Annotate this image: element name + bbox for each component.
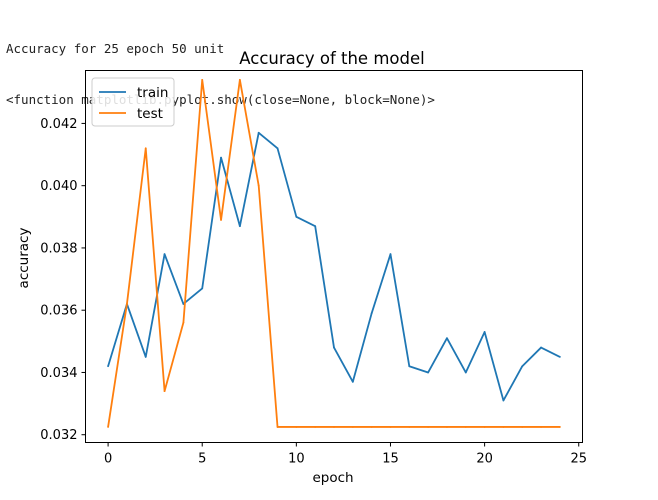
data-point-train bbox=[295, 216, 297, 218]
data-point-test bbox=[333, 426, 335, 428]
x-axis: 0 5 10 15 20 25 bbox=[104, 443, 587, 467]
data-point-test bbox=[427, 426, 429, 428]
data-point-test bbox=[107, 426, 109, 428]
data-point-train bbox=[371, 312, 373, 314]
data-point-test bbox=[521, 426, 523, 428]
data-point-test bbox=[371, 426, 373, 428]
data-point-train bbox=[314, 225, 316, 227]
y-axis-label: accuracy bbox=[16, 228, 32, 289]
x-tick-label: 25 bbox=[570, 452, 587, 467]
data-point-train bbox=[427, 372, 429, 374]
legend-label-test: test bbox=[137, 106, 163, 122]
x-tick-label: 20 bbox=[476, 452, 493, 467]
data-point-train bbox=[258, 132, 260, 134]
data-point-train bbox=[540, 347, 542, 349]
data-point-test bbox=[258, 185, 260, 187]
data-point-test bbox=[277, 426, 279, 428]
data-point-train bbox=[164, 253, 166, 255]
data-point-train bbox=[446, 337, 448, 339]
data-point-test bbox=[295, 426, 297, 428]
data-point-test bbox=[182, 322, 184, 324]
legend-label-train: train bbox=[137, 85, 168, 101]
data-point-test bbox=[540, 426, 542, 428]
data-point-test bbox=[390, 426, 392, 428]
data-point-train bbox=[333, 347, 335, 349]
x-tick-label: 5 bbox=[198, 452, 206, 467]
data-point-train bbox=[465, 372, 467, 374]
data-point-train bbox=[145, 356, 147, 358]
data-point-test bbox=[164, 390, 166, 392]
data-point-test bbox=[126, 303, 128, 305]
x-tick-label: 0 bbox=[104, 452, 112, 467]
data-point-test bbox=[484, 426, 486, 428]
data-point-test bbox=[446, 426, 448, 428]
data-point-test bbox=[352, 426, 354, 428]
data-point-test bbox=[145, 147, 147, 149]
data-point-test bbox=[201, 79, 203, 81]
data-point-train bbox=[559, 356, 561, 358]
data-point-train bbox=[408, 365, 410, 367]
chart-title: Accuracy of the model bbox=[239, 49, 424, 68]
series-line-train bbox=[108, 133, 560, 401]
data-point-train bbox=[107, 365, 109, 367]
data-point-train bbox=[239, 225, 241, 227]
data-point-train bbox=[521, 365, 523, 367]
y-tick-label: 0.032 bbox=[40, 428, 77, 443]
data-point-test bbox=[559, 426, 561, 428]
x-tick-label: 10 bbox=[288, 452, 305, 467]
x-tick-label: 15 bbox=[382, 452, 399, 467]
data-point-train bbox=[352, 381, 354, 383]
data-point-train bbox=[220, 157, 222, 159]
y-tick-label: 0.042 bbox=[40, 117, 77, 132]
y-tick-label: 0.036 bbox=[40, 304, 77, 319]
data-point-test bbox=[408, 426, 410, 428]
data-point-train bbox=[484, 331, 486, 333]
data-point-train bbox=[201, 288, 203, 290]
data-point-test bbox=[220, 219, 222, 221]
y-tick-label: 0.034 bbox=[40, 366, 77, 381]
x-axis-label: epoch bbox=[312, 470, 353, 486]
data-point-test bbox=[314, 426, 316, 428]
data-point-test bbox=[239, 79, 241, 81]
legend: train test bbox=[92, 78, 174, 126]
y-axis: 0.032 0.034 0.036 0.038 0.040 0.042 bbox=[40, 117, 85, 443]
data-point-train bbox=[277, 147, 279, 149]
data-point-train bbox=[390, 253, 392, 255]
data-point-train bbox=[503, 400, 505, 402]
data-point-test bbox=[465, 426, 467, 428]
y-tick-label: 0.040 bbox=[40, 179, 77, 194]
y-tick-label: 0.038 bbox=[40, 241, 77, 256]
plot-area bbox=[107, 79, 561, 428]
data-point-test bbox=[503, 426, 505, 428]
series-line-test bbox=[108, 80, 560, 427]
